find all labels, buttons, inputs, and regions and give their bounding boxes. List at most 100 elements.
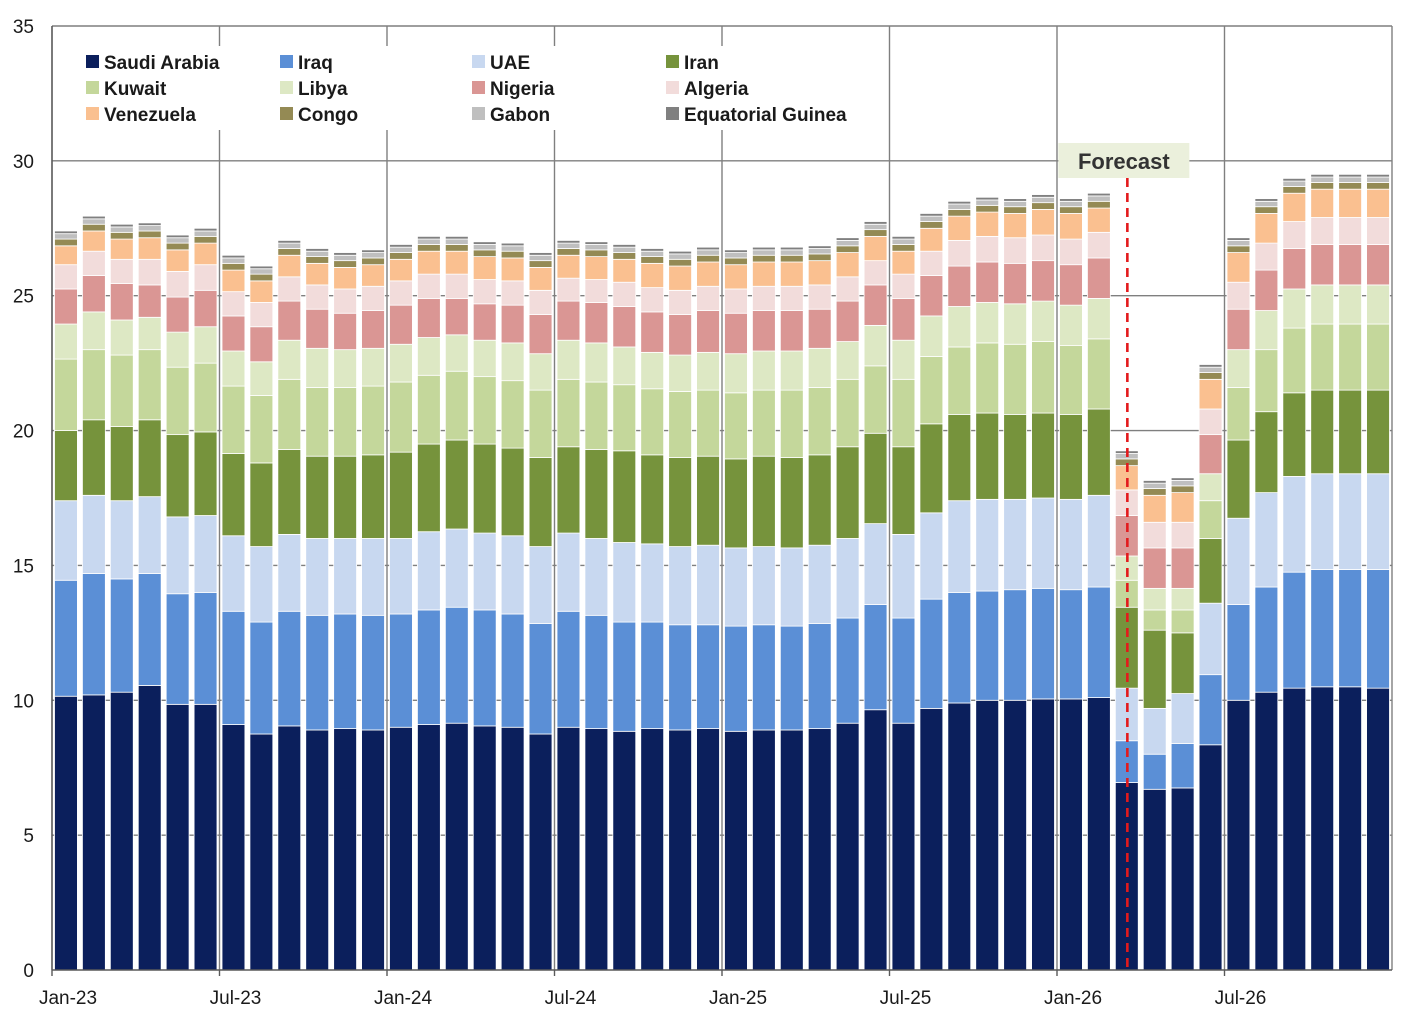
- bar-segment: [1254, 242, 1279, 271]
- bar-segment: [361, 310, 385, 349]
- x-tick-label: Jan-23: [39, 988, 97, 1009]
- bar-segment: [556, 242, 581, 249]
- bar-segment: [221, 262, 246, 271]
- bar-segment: [1366, 176, 1390, 183]
- bar-segment: [1254, 200, 1279, 208]
- bar-segment: [1226, 245, 1251, 253]
- bar-segment: [640, 250, 665, 258]
- bar-segment: [165, 296, 190, 333]
- bar-segment: [1170, 547, 1195, 589]
- bar-segment: [696, 728, 720, 971]
- bar-stack-Sep-24: [612, 244, 637, 971]
- bar-segment: [1059, 213, 1083, 240]
- bar-segment: [556, 378, 581, 448]
- bar-segment: [1170, 693, 1195, 744]
- bar-segment: [612, 450, 637, 543]
- bar-segment: [528, 353, 553, 391]
- bar-segment: [1338, 244, 1362, 286]
- bar-segment: [305, 614, 330, 731]
- bar-stack-Mar-24: [444, 235, 469, 971]
- bar-segment: [835, 341, 860, 380]
- bar-segment: [472, 339, 497, 378]
- bar-stack-Jul-26: [1226, 237, 1251, 971]
- bar-segment: [975, 590, 1000, 701]
- bar-segment: [54, 695, 78, 971]
- bar-segment: [1170, 485, 1195, 494]
- legend-swatch: [666, 107, 679, 120]
- bar-segment: [54, 288, 78, 325]
- bar-segment: [779, 254, 804, 263]
- y-tick-label: 10: [13, 691, 34, 712]
- bar-segment: [305, 262, 330, 286]
- legend-swatch: [666, 55, 679, 68]
- bar-segment: [137, 222, 162, 226]
- bar-segment: [1198, 364, 1223, 368]
- bar-segment: [1310, 182, 1335, 190]
- x-tick-label: Jul-23: [210, 988, 262, 1009]
- bar-segment: [696, 455, 720, 546]
- bar-stack-Feb-26: [1087, 192, 1111, 971]
- bar-segment: [947, 346, 972, 415]
- bar-segment: [444, 606, 469, 724]
- bar-segment: [1003, 699, 1027, 971]
- bar-segment: [835, 446, 860, 539]
- bar-segment: [863, 523, 888, 605]
- bar-segment: [137, 496, 162, 574]
- bar-segment: [109, 283, 134, 321]
- bar-segment: [835, 240, 860, 247]
- bar-segment: [1003, 200, 1027, 208]
- bar-stack-Jan-25: [724, 249, 748, 971]
- bar-stack-Nov-24: [668, 250, 692, 971]
- bar-segment: [919, 250, 944, 276]
- bar-segment: [417, 609, 441, 725]
- bar-segment: [528, 266, 553, 291]
- bar-stack-Jun-25: [863, 221, 888, 971]
- bar-segment: [193, 230, 218, 237]
- bar-segment: [1366, 284, 1390, 325]
- bar-segment: [528, 289, 553, 315]
- bar-segment: [221, 535, 246, 612]
- bar-segment: [724, 264, 748, 290]
- bar-segment: [584, 241, 609, 245]
- bar-segment: [1142, 547, 1167, 589]
- bar-segment: [779, 389, 804, 458]
- bar-segment: [779, 625, 804, 731]
- bar-segment: [1282, 476, 1307, 573]
- bar-stack-Apr-26: [1142, 480, 1167, 971]
- bar-segment: [1282, 186, 1307, 194]
- bar-segment: [640, 311, 665, 353]
- bar-segment: [612, 306, 637, 348]
- bar-segment: [277, 240, 302, 244]
- bar-segment: [1003, 498, 1027, 591]
- bar-segment: [1087, 697, 1111, 971]
- legend-label: Kuwait: [104, 79, 167, 100]
- bar-segment: [807, 260, 832, 286]
- bar-segment: [193, 515, 218, 593]
- bar-segment: [724, 249, 748, 253]
- legend-swatch: [472, 81, 485, 94]
- bar-stack-Sep-25: [947, 200, 972, 971]
- bar-segment: [1366, 182, 1390, 190]
- bar-stack-Feb-23: [82, 215, 106, 971]
- bar-segment: [1282, 687, 1307, 971]
- bar-segment: [249, 280, 274, 303]
- bar-segment: [305, 250, 330, 258]
- bar-segment: [54, 358, 78, 431]
- bar-stack-Nov-26: [1338, 173, 1362, 971]
- bar-segment: [277, 254, 302, 278]
- bar-segment: [1338, 569, 1362, 688]
- bar-segment: [1366, 687, 1390, 971]
- y-tick-label: 20: [13, 422, 34, 443]
- bar-segment: [752, 249, 776, 256]
- bar-segment: [779, 547, 804, 627]
- bar-segment: [835, 378, 860, 448]
- bar-segment: [1198, 378, 1223, 410]
- bar-segment: [863, 604, 888, 711]
- bar-segment: [333, 538, 357, 615]
- legend-label: Congo: [298, 105, 358, 126]
- bar-segment: [835, 252, 860, 278]
- bar-segment: [779, 729, 804, 971]
- bar-segment: [975, 204, 1000, 213]
- bar-segment: [584, 728, 609, 971]
- bar-segment: [1198, 674, 1223, 746]
